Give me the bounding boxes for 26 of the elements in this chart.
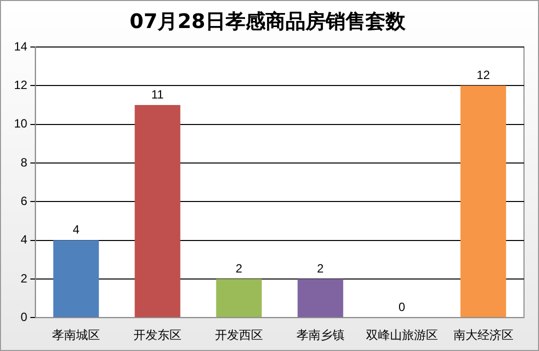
y-tick-label: 4 <box>20 232 28 247</box>
y-tick-label: 14 <box>14 39 28 54</box>
data-label: 2 <box>236 261 243 276</box>
bar <box>216 278 262 318</box>
bar <box>134 104 180 318</box>
y-tick-label: 8 <box>20 155 28 170</box>
y-tick-label: 12 <box>14 78 28 92</box>
data-label: 12 <box>476 68 490 82</box>
x-tick-label: 孝南城区 <box>52 328 100 342</box>
chart-title: 07月28日孝感商品房销售套数 <box>130 9 406 34</box>
data-label: 4 <box>72 222 80 237</box>
y-tick-label: 10 <box>14 116 28 131</box>
data-label: 11 <box>151 87 164 102</box>
x-tick-label: 开发东区 <box>134 328 182 342</box>
bar <box>298 278 344 318</box>
x-tick-label: 南大经济区 <box>453 328 514 342</box>
data-label: 0 <box>398 300 406 314</box>
x-tick-label: 开发西区 <box>214 328 263 342</box>
x-tick-label: 孝南乡镇 <box>296 328 344 342</box>
y-tick-label: 6 <box>20 194 28 208</box>
data-label: 2 <box>317 261 324 276</box>
y-tick-label: 0 <box>20 310 28 324</box>
bar <box>460 86 506 318</box>
y-tick-label: 2 <box>20 271 28 286</box>
x-tick-label: 双峰山旅游区 <box>366 328 438 342</box>
bar <box>53 240 99 318</box>
